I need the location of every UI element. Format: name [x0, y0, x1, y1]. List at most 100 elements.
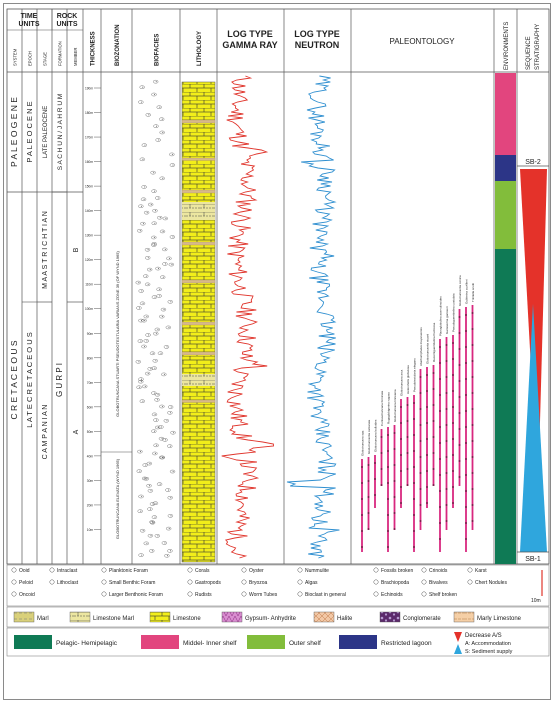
taxon-occurrence: [471, 488, 474, 490]
taxon-occurrence: [419, 472, 422, 474]
taxon-occurrence: [465, 362, 467, 364]
planktonic-foram-symbol: [138, 204, 144, 209]
planktonic-foram-symbol: [138, 100, 144, 104]
legend-symbol: [49, 579, 55, 585]
foram-chamber: [151, 550, 153, 552]
lithology-legend-label: Gypsum- Anhydrite: [245, 616, 297, 622]
marl-band: [181, 119, 216, 124]
taxon-name: Pseudotextularia elegans: [413, 358, 417, 392]
foram-chamber: [152, 503, 154, 505]
taxon-occurrence: [419, 392, 422, 394]
foram-chamber: [169, 445, 171, 447]
planktonic-foram-symbol: [139, 157, 145, 162]
planktonic-foram-symbol: [153, 443, 159, 448]
taxon-occurrence: [413, 466, 415, 468]
planktonic-foram-symbol: [138, 379, 144, 384]
taxon-occurrence: [465, 458, 467, 460]
foram-chamber: [161, 405, 163, 408]
taxon-name: Globotruncana bulloides: [374, 419, 378, 452]
foram-chamber: [157, 535, 159, 537]
taxon-occurrence: [471, 408, 474, 410]
taxon-name: Trinitella scotti: [471, 283, 475, 302]
foram-chamber: [144, 320, 146, 322]
foram-chamber: [154, 367, 156, 369]
taxon-occurrence: [426, 406, 428, 408]
taxon-occurrence: [419, 504, 422, 506]
planktonic-foram-symbol: [154, 425, 161, 430]
biozone-lower: GLOBOTRUNCANA ELEVATA (WYND 1965): [115, 458, 120, 539]
stage-campanian: C A M P A N I A N: [42, 405, 49, 460]
taxon-occurrence: [432, 452, 435, 454]
taxon-name: Globotruncanita conica: [458, 275, 462, 306]
planktonic-foram-symbol: [165, 325, 171, 330]
planktonic-foram-symbol: [162, 247, 168, 252]
taxon-occurrence: [465, 506, 467, 508]
legend-label: Ooid: [19, 568, 30, 574]
taxon-occurrence: [458, 364, 461, 366]
legend-symbol: [11, 591, 17, 597]
lithology-swatch: [149, 611, 171, 623]
planktonic-foram-symbol: [142, 463, 148, 467]
foram-chamber: [154, 243, 156, 245]
taxon-occurrence: [406, 436, 409, 438]
foram-chamber: [152, 521, 154, 523]
taxon-occurrence: [452, 342, 454, 344]
planktonic-foram-symbol: [153, 124, 159, 128]
foram-chamber: [157, 328, 159, 331]
foram-chamber: [160, 352, 162, 354]
foram-chamber: [159, 217, 161, 219]
taxon-occurrence: [471, 472, 474, 474]
foram-chamber: [138, 361, 140, 363]
foram-chamber: [146, 478, 148, 480]
taxon-occurrence: [419, 424, 422, 426]
planktonic-foram-symbol: [138, 553, 144, 557]
planktonic-foram-symbol: [169, 469, 176, 474]
foram-chamber: [165, 217, 167, 220]
legend-label: Echinoids: [381, 592, 403, 598]
lithology-swatch: [13, 611, 35, 623]
thickness-tick-label: 170m: [85, 136, 93, 140]
legend-symbol: [49, 567, 55, 573]
environment-legend-label: Pelagic- Hemipelagic: [56, 640, 118, 647]
thickness-tick-label: 110m: [85, 283, 93, 287]
legend-label: Rudists: [195, 592, 212, 598]
planktonic-foram-symbol: [147, 507, 153, 511]
taxon-occurrence: [413, 498, 415, 500]
foram-chamber: [139, 386, 141, 388]
planktonic-foram-symbol: [136, 469, 142, 473]
taxon-occurrence: [426, 422, 428, 424]
legend-symbol: [187, 591, 193, 597]
stage-maastrichtian: M A A S T R I C H T I A N: [42, 211, 49, 289]
taxon-occurrence: [393, 448, 396, 450]
planktonic-foram-symbol: [169, 152, 175, 157]
taxon-occurrence: [400, 470, 402, 472]
subheader-label: STAGE: [43, 52, 48, 66]
taxon-occurrence: [465, 314, 467, 316]
taxon-occurrence: [387, 450, 389, 452]
taxon-occurrence: [367, 464, 370, 466]
foram-chamber: [149, 508, 152, 510]
taxon-occurrence: [400, 454, 402, 456]
env-restricted-lagoon: [495, 155, 516, 181]
legend-label: Karst: [475, 568, 487, 574]
planktonic-foram-symbol: [151, 235, 157, 240]
decrease-legend-triangle: [454, 632, 462, 642]
taxon-occurrence: [458, 332, 461, 334]
foram-chamber: [168, 528, 170, 530]
foram-chamber: [138, 307, 141, 309]
figure-frame: TIME UNITS ROCK UNITS SYSTEM EPOCH STAGE FORMAT…: [3, 3, 551, 700]
planktonic-foram-symbol: [137, 229, 143, 233]
foram-chamber: [147, 283, 149, 285]
taxon-occurrence: [361, 466, 363, 468]
time-units-label: TIME: [21, 13, 38, 20]
legend-symbol: [421, 579, 427, 585]
foram-chamber: [169, 550, 172, 552]
taxon-occurrence: [445, 472, 448, 474]
taxon-occurrence: [452, 422, 454, 424]
taxon-occurrence: [432, 468, 435, 470]
taxon-name: Rugoglobigerina rugosa: [387, 392, 391, 424]
legend-label: Fossils broken: [381, 568, 413, 574]
env-pelagic-hemipelagic: [495, 249, 516, 564]
taxon-occurrence: [439, 362, 441, 364]
